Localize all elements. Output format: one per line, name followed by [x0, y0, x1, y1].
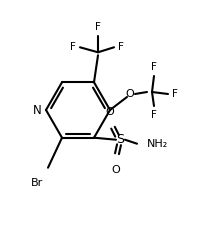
Text: F: F — [151, 62, 157, 72]
Text: Br: Br — [31, 178, 43, 188]
Text: F: F — [151, 110, 157, 120]
Text: NH₂: NH₂ — [147, 139, 168, 149]
Text: O: O — [112, 165, 120, 175]
Text: O: O — [106, 107, 114, 117]
Text: F: F — [70, 42, 76, 52]
Text: S: S — [116, 133, 124, 146]
Text: F: F — [95, 22, 101, 32]
Text: O: O — [126, 89, 134, 99]
Text: N: N — [33, 104, 42, 116]
Text: F: F — [118, 42, 124, 52]
Text: F: F — [172, 89, 178, 99]
